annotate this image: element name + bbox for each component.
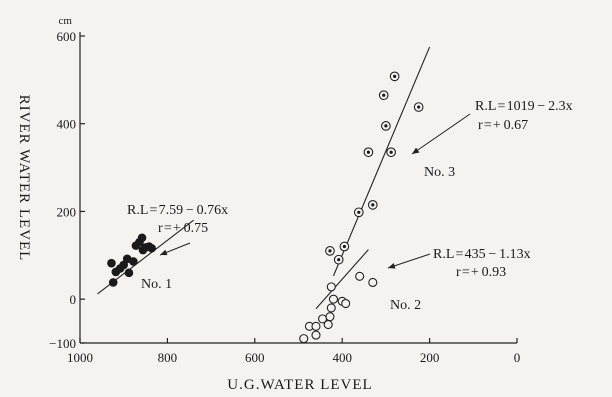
fit-equation-3: R.L = 1019 − 2.3x [475,99,573,114]
data-points [107,71,424,344]
x-tick-label: 800 [158,350,178,365]
data-point [381,121,391,131]
y-unit-label: cm [59,15,73,27]
data-point [333,254,344,265]
leader-arrow-2 [387,253,431,269]
x-tick-label: 1000 [67,350,93,365]
data-point [389,71,400,82]
data-point-dot [342,244,346,249]
data-point [311,321,321,331]
data-point [137,233,147,243]
data-point [341,298,351,309]
data-point [378,90,389,101]
data-point [326,303,336,313]
axes: 1000 800 600 400 200 0 600 400 200 0 −100 cm U.G.WAT… [16,15,520,393]
data-point [323,320,333,330]
data-point-dot [393,74,397,78]
data-point [363,147,374,158]
fit-line-3 [332,46,431,277]
leader-arrow-1 [159,242,191,256]
data-point-dot [384,124,388,128]
data-point [108,278,118,287]
y-tick-label: −100 [49,336,76,351]
data-point-dot [417,105,421,109]
data-point [367,200,378,210]
y-tick-label: 600 [57,29,77,44]
data-point [129,257,138,266]
series-label-2: No. 2 [390,298,421,313]
leader-arrow-3 [411,113,471,155]
data-point [368,277,378,288]
data-point [353,207,364,218]
fit-r-2: r = + 0.93 [456,265,506,280]
data-point [413,102,424,112]
data-point [355,271,365,281]
x-axis-title: U.G.WATER LEVEL [227,377,372,393]
data-point [124,268,134,278]
series-label-1: No. 1 [141,277,172,292]
data-point [299,334,309,344]
data-point-dot [366,150,371,154]
series-label-3: No. 3 [424,165,455,180]
data-point [339,241,350,252]
y-tick-label: 200 [57,204,77,219]
x-tick-label: 600 [245,350,265,365]
data-point-dot [371,203,375,207]
data-point [328,294,339,304]
fit-line-2 [315,249,369,310]
data-point [325,246,335,256]
data-point [147,243,156,253]
data-point-dot [382,93,386,97]
data-point-dot [337,258,341,262]
y-axis-title: RIVER WATER LEVEL [16,95,32,262]
data-point [325,312,335,322]
fit-r-1: r = + 0.75 [158,221,208,236]
data-point-dot [357,210,361,214]
data-point-dot [328,249,332,253]
fit-equation-2: R.L = 435 − 1.13x [433,247,531,262]
data-point [386,147,396,158]
y-tick-label: 400 [57,117,77,132]
y-tick-label: 0 [70,292,77,307]
x-tick-label: 200 [420,350,440,365]
data-point-dot [389,150,393,154]
fit-r-3: r = + 0.67 [478,118,528,133]
fit-lines [97,46,431,310]
x-tick-label: 0 [514,350,521,365]
data-point [311,330,321,340]
data-point [326,282,336,292]
x-tick-label: 400 [332,350,352,365]
data-point [107,258,116,268]
chart-labels: R.L = 7.59 − 0.76x r = + 0.75 No. 1 R.L = 4… [127,99,573,313]
fit-equation-1: R.L = 7.59 − 0.76x [127,203,228,218]
